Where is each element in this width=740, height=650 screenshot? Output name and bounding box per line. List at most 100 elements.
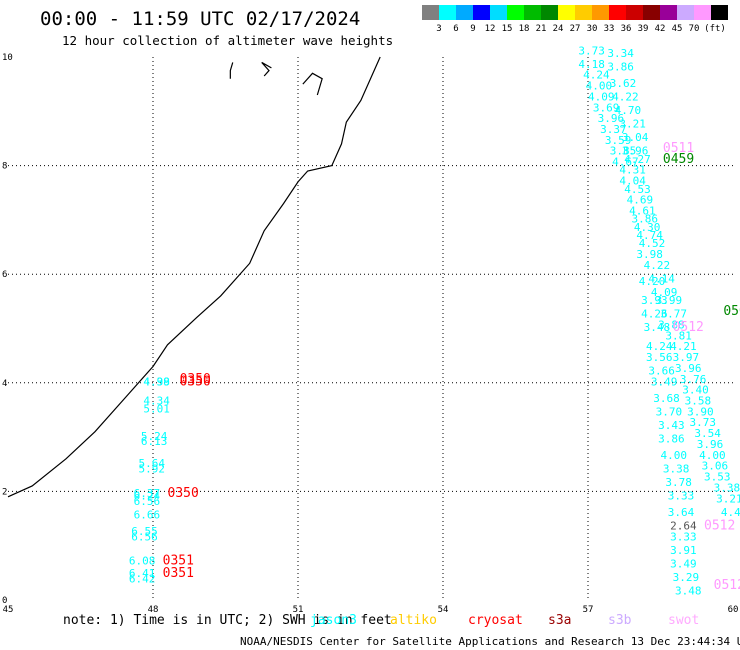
pass-time-label: 0350 [180, 372, 211, 387]
wave-height-value: 6.24 [134, 490, 161, 503]
wave-height-value: 3.62 [610, 77, 637, 90]
map-subtitle: 12 hour collection of altimeter wave hei… [62, 33, 393, 48]
wave-height-value: 5.64 [139, 457, 166, 470]
wave-height-value: 6.13 [141, 435, 168, 448]
wave-height-value: 3.21 [716, 492, 740, 505]
wave-height-value: 3.49 [651, 376, 678, 389]
wave-height-value: 3.70 [656, 405, 683, 418]
legend-label: 21 [536, 24, 547, 34]
legend-unit: (ft) [704, 24, 726, 34]
wave-height-value: 3.96 [675, 362, 702, 375]
wave-height-value: 3.43 [658, 419, 685, 432]
wave-height-value: 6.41 [129, 567, 156, 580]
wave-height-value: 3.53 [704, 471, 731, 484]
wave-height-value: 3.73 [690, 416, 717, 429]
wave-height-value: 4.00 [586, 80, 613, 93]
wave-height-value: 3.33 [670, 530, 697, 543]
wave-height-value: 4.22 [644, 259, 671, 272]
legend-label: 70 [689, 24, 700, 34]
y-tick-label: 6 [2, 270, 7, 280]
wave-height-value: 4.09 [651, 286, 678, 299]
wave-height-value: 3.81 [665, 329, 692, 342]
wave-height-value: 3.76 [680, 373, 707, 386]
legend-swatch [473, 5, 490, 20]
legend-swatch [524, 5, 541, 20]
wave-height-value: 6.08 [129, 555, 156, 568]
wave-height-observations: 3.73 3.344.18 3.864.244.003.624.094.223.69… [129, 44, 740, 597]
satellite-key: jason3 altiko cryosat s3a s3b swot [310, 613, 699, 628]
wave-height-value: 6.66 [134, 509, 161, 522]
wave-height-value: 3.77 [661, 308, 688, 321]
x-tick-label: 57 [583, 605, 594, 615]
pass-time-label: 0512 [704, 518, 735, 533]
pass-time-label: 0512 [714, 578, 740, 593]
y-tick-label: 8 [2, 162, 7, 172]
legend-label: 3 [436, 24, 441, 34]
legend-label: 18 [519, 24, 530, 34]
coastline-path [7, 56, 381, 498]
coastline [7, 56, 381, 498]
wave-height-value: 3.04 [622, 131, 649, 144]
y-tick-label: 2 [2, 487, 7, 497]
wave-height-value: 4.67 [612, 156, 639, 169]
legend-label: 42 [655, 24, 666, 34]
wave-height-value: 3.06 [702, 460, 729, 473]
wave-height-value: 3.93 [641, 294, 668, 307]
color-legend: 3 6 9 12 15 18 21 24 27 30 33 36 39 42 45 70 (ft) [422, 5, 728, 34]
legend-label: 15 [502, 24, 513, 34]
wave-height-value: 4.00 [699, 449, 726, 462]
wave-height-value: 3.86 [632, 213, 659, 226]
y-tick-label: 0 [2, 596, 7, 606]
wave-height-value: 6.56 [131, 530, 158, 543]
legend-swatch [507, 5, 524, 20]
x-tick-label: 45 [3, 605, 14, 615]
legend-label: 12 [485, 24, 496, 34]
wave-height-value: 3.68 [653, 392, 680, 405]
legend-swatch [677, 5, 694, 20]
wave-height-value: 4.31 [619, 164, 646, 177]
wave-height-value: 3.69 [593, 101, 620, 114]
wave-height-value: 4.24 [583, 69, 610, 82]
island-outline [229, 62, 234, 79]
pass-time-label: 0512 [673, 320, 704, 335]
pass-time-label: 0350 [168, 486, 199, 501]
pass-time-label: 0500 [723, 304, 740, 319]
wave-height-value: 3.56 [646, 351, 673, 364]
wave-height-value: 4.34 [143, 395, 170, 408]
wave-height-value: 3.54 [694, 427, 721, 440]
wave-height-value: 4.30 [634, 221, 661, 234]
wave-height-value: 3.64 [668, 506, 695, 519]
wave-height-value: 6.42 [129, 573, 156, 586]
pass-time-label: 0511 [663, 141, 694, 156]
wave-height-value: 4.26 [641, 308, 668, 321]
wave-height-value: 3.86 [607, 61, 634, 74]
map-grid [8, 57, 733, 600]
legend-label: 6 [453, 24, 458, 34]
wave-height-value: 3.34 [607, 47, 634, 60]
satellite-name: s3b [608, 613, 632, 628]
wave-height-value: 3.59 [605, 134, 632, 147]
legend-label: 24 [553, 24, 564, 34]
pass-time-label: 0459 [663, 152, 694, 167]
satellite-name: swot [668, 613, 699, 628]
wave-height-value: 4.27 [624, 153, 651, 166]
legend-swatch [626, 5, 643, 20]
wave-height-value: 4.61 [629, 204, 656, 217]
wave-height-value: 3.85 [610, 145, 637, 158]
wave-height-value: 3.29 [673, 571, 700, 584]
wave-height-value: 4.00 [661, 449, 688, 462]
island-outline [261, 61, 272, 77]
wave-height-value: 4.21 [670, 340, 697, 353]
x-tick-label: 54 [438, 605, 449, 615]
wave-height-value: 6.55 [131, 525, 158, 538]
wave-height-value: 4.24 [646, 340, 673, 353]
legend-swatch [643, 5, 660, 20]
wave-height-value: 3.38 [714, 481, 740, 494]
wave-height-value: 3.48 [644, 321, 671, 334]
satellite-name: jason3 [310, 613, 357, 628]
wave-height-value: 3.58 [685, 395, 712, 408]
footer-note: note: 1) Time is in UTC; 2) SWH is in fe… [63, 613, 392, 628]
wave-height-value: 4.74 [636, 229, 663, 242]
wave-height-value: 4.20 [639, 275, 666, 288]
